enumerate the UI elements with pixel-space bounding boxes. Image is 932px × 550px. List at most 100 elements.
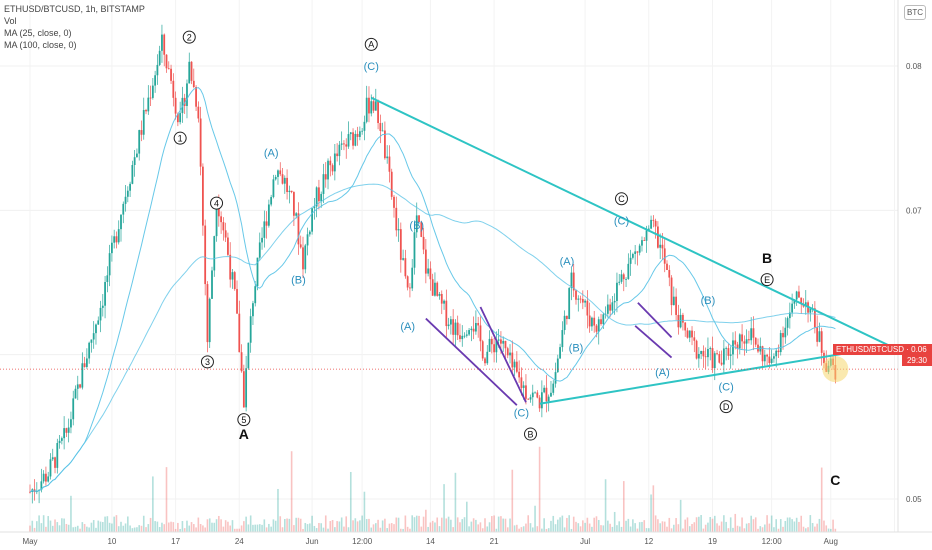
candle-body (734, 340, 737, 345)
candle-body (481, 341, 484, 359)
candle-body (661, 244, 664, 249)
candle-body (618, 281, 621, 283)
volume-bar (491, 516, 493, 532)
volume-bar (322, 527, 325, 532)
candle-body (418, 215, 420, 223)
candle-body (511, 352, 514, 368)
candle-body (345, 144, 348, 147)
volume-bar (595, 516, 598, 532)
wave-label: C (618, 194, 625, 204)
volume-bar (338, 521, 341, 532)
candle-body (199, 118, 202, 167)
candle-body (395, 207, 398, 231)
volume-bar (88, 527, 90, 532)
wave-label: (B) (409, 220, 424, 232)
candle-body (415, 215, 418, 233)
candle-body (597, 319, 600, 332)
candle-body (349, 132, 352, 135)
candle-body (668, 270, 671, 278)
candle-body (761, 346, 764, 362)
volume-bar (800, 515, 803, 532)
volume-bar (309, 523, 311, 532)
candle-body (684, 322, 687, 331)
candle-body (429, 268, 432, 280)
candle-body (352, 132, 354, 146)
volume-bar (197, 517, 200, 532)
volume-bar (736, 525, 739, 532)
candle-body (286, 177, 288, 193)
volume-bar (818, 518, 821, 532)
currency-badge[interactable]: BTC (904, 5, 926, 20)
volume-bar (527, 515, 530, 532)
candle-body (170, 68, 172, 81)
symbol-title[interactable]: ETHUSD/BTCUSD, 1h, BITSTAMP (4, 4, 145, 14)
wave-label: E (764, 275, 770, 285)
volume-bar (277, 488, 279, 532)
volume-bar (504, 518, 507, 532)
volume-bar (42, 515, 45, 532)
wave-label-circle (210, 196, 224, 210)
volume-bars (29, 446, 837, 532)
volume-bar (827, 528, 830, 532)
volume-indicator-label[interactable]: Vol (4, 16, 17, 26)
volume-bar (529, 523, 532, 532)
candle-body (188, 61, 191, 84)
x-tick-label: 19 (708, 537, 717, 546)
volume-bar (306, 524, 309, 532)
correction-line (634, 325, 673, 359)
candle-body (650, 219, 652, 229)
candle-body (591, 317, 593, 327)
volume-bar (393, 524, 395, 532)
x-tick-label: 12:00 (352, 537, 373, 546)
candle-body (315, 187, 318, 207)
candle-body (545, 387, 548, 402)
volume-bar (650, 494, 652, 532)
volume-bar (261, 524, 263, 532)
candle-body (238, 313, 241, 353)
candle-body (333, 153, 336, 172)
candle-body (279, 170, 282, 175)
volume-bar (349, 471, 352, 532)
moving-averages (29, 87, 836, 493)
volume-bar (593, 517, 595, 532)
candle-body (634, 251, 637, 254)
candle-body (49, 459, 52, 477)
volume-bar (183, 528, 186, 532)
volume-bar (172, 522, 175, 532)
candle-body (306, 234, 309, 246)
volume-bar (388, 523, 391, 532)
volume-bar (202, 525, 204, 532)
volume-bar (752, 519, 755, 532)
candle-body (600, 319, 602, 325)
wave-label: 2 (187, 32, 192, 42)
volume-bar (76, 525, 79, 532)
volume-bar (670, 528, 673, 532)
candle-body (206, 284, 209, 343)
volume-bar (286, 518, 288, 532)
candle-body (409, 287, 411, 289)
ma25-indicator-label[interactable]: MA (25, close, 0) (4, 28, 72, 38)
candle-body (58, 440, 61, 444)
candle-body (236, 289, 238, 314)
ma100-indicator-label[interactable]: MA (100, close, 0) (4, 40, 77, 50)
candle-body (154, 75, 157, 86)
candle-body (197, 106, 200, 119)
wave-label-circle (524, 427, 537, 441)
volume-bar (95, 527, 97, 532)
wave-label: B (527, 429, 533, 439)
candle-body (147, 97, 150, 112)
volume-bar (600, 525, 602, 532)
volume-bar (56, 522, 59, 532)
wave-label: A (368, 40, 374, 50)
candle-body (513, 361, 516, 368)
candle-body (750, 328, 753, 341)
candle-body (779, 333, 782, 353)
candle-body (56, 443, 59, 468)
candle-body (422, 236, 425, 250)
volume-bar (777, 528, 780, 532)
candle-body (149, 97, 152, 99)
candle-body (229, 254, 232, 280)
candle-body (509, 352, 511, 356)
volume-bar (215, 519, 218, 532)
